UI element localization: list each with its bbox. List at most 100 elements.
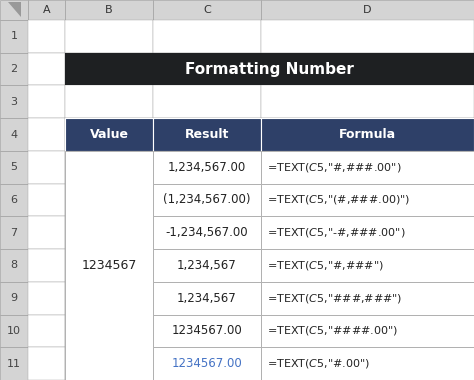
Bar xyxy=(28,53,65,86)
Bar xyxy=(0,86,28,118)
Bar xyxy=(261,0,474,20)
Bar xyxy=(153,216,261,249)
Bar xyxy=(28,151,65,184)
Bar xyxy=(261,118,474,151)
Text: =TEXT($C$5,"#.00"): =TEXT($C$5,"#.00") xyxy=(267,357,370,370)
Bar xyxy=(153,216,261,249)
Text: 8: 8 xyxy=(10,260,18,271)
Bar xyxy=(65,86,153,118)
Bar xyxy=(153,0,261,20)
Bar xyxy=(65,20,153,53)
Bar xyxy=(153,347,261,380)
Bar xyxy=(28,86,65,118)
Text: 1: 1 xyxy=(10,32,18,41)
Bar xyxy=(65,151,153,184)
Bar xyxy=(65,0,153,20)
Bar xyxy=(65,118,153,151)
Text: 9: 9 xyxy=(10,293,18,303)
Bar xyxy=(153,315,261,347)
Bar xyxy=(153,118,261,151)
Bar xyxy=(65,118,153,151)
Text: (1,234,567.00): (1,234,567.00) xyxy=(163,193,251,206)
Bar xyxy=(65,282,153,315)
Text: =TEXT($C$5,"###,###"): =TEXT($C$5,"###,###") xyxy=(267,292,402,305)
Text: Formula: Formula xyxy=(339,128,396,141)
Bar xyxy=(0,249,28,282)
Text: -1,234,567.00: -1,234,567.00 xyxy=(166,226,248,239)
Bar xyxy=(153,347,261,380)
Bar xyxy=(153,86,261,118)
Bar xyxy=(153,249,261,282)
Text: 1,234,567: 1,234,567 xyxy=(177,292,237,305)
Bar xyxy=(28,118,65,151)
Bar xyxy=(65,53,474,86)
Bar xyxy=(65,53,153,86)
Bar xyxy=(28,0,65,20)
Text: Formatting Number: Formatting Number xyxy=(185,62,354,77)
Text: 1234567: 1234567 xyxy=(82,259,137,272)
Bar xyxy=(65,315,153,347)
Bar xyxy=(28,184,65,216)
Bar xyxy=(0,282,28,315)
Bar xyxy=(28,20,65,53)
Bar xyxy=(28,249,65,282)
Bar xyxy=(153,53,261,86)
Text: 5: 5 xyxy=(10,162,18,172)
Bar xyxy=(153,118,261,151)
Text: 1,234,567.00: 1,234,567.00 xyxy=(168,161,246,174)
Bar xyxy=(153,315,261,347)
Text: =TEXT($C$5,"-#,###.00"): =TEXT($C$5,"-#,###.00") xyxy=(267,226,405,239)
Bar xyxy=(261,249,474,282)
Bar xyxy=(261,53,474,86)
Text: =TEXT($C$5,"#,###.00"): =TEXT($C$5,"#,###.00") xyxy=(267,161,401,174)
Bar xyxy=(65,216,153,249)
Text: =TEXT($C$5,"####.00"): =TEXT($C$5,"####.00") xyxy=(267,325,398,337)
Bar xyxy=(261,282,474,315)
Bar xyxy=(65,151,153,380)
Bar xyxy=(65,249,153,282)
Bar xyxy=(261,315,474,347)
Text: 1,234,567: 1,234,567 xyxy=(177,259,237,272)
Bar xyxy=(0,118,28,151)
Bar xyxy=(153,151,261,184)
Bar xyxy=(65,347,153,380)
Bar xyxy=(261,216,474,249)
Bar xyxy=(261,216,474,249)
Bar xyxy=(0,53,28,86)
Bar xyxy=(28,216,65,249)
Text: 3: 3 xyxy=(10,97,18,107)
Bar xyxy=(261,86,474,118)
Text: 2: 2 xyxy=(10,64,18,74)
Bar xyxy=(261,347,474,380)
Text: D: D xyxy=(363,5,372,15)
Bar xyxy=(153,249,261,282)
Bar xyxy=(261,249,474,282)
Text: 4: 4 xyxy=(10,130,18,139)
Bar xyxy=(0,184,28,216)
Bar xyxy=(0,315,28,347)
Text: Result: Result xyxy=(185,128,229,141)
Bar xyxy=(261,20,474,53)
Text: 11: 11 xyxy=(7,359,21,369)
Text: B: B xyxy=(105,5,113,15)
Text: 6: 6 xyxy=(10,195,18,205)
Text: =TEXT($C$5,"(#,###.00)"): =TEXT($C$5,"(#,###.00)") xyxy=(267,193,410,206)
Bar xyxy=(0,216,28,249)
Text: 1234567.00: 1234567.00 xyxy=(172,357,242,370)
Bar xyxy=(261,184,474,216)
Bar xyxy=(261,184,474,216)
Bar xyxy=(261,315,474,347)
Bar xyxy=(261,151,474,184)
Bar xyxy=(153,151,261,184)
Bar xyxy=(0,20,28,53)
Bar xyxy=(261,347,474,380)
Bar xyxy=(65,184,153,216)
Polygon shape xyxy=(8,2,21,17)
Bar xyxy=(153,282,261,315)
Text: 7: 7 xyxy=(10,228,18,238)
Bar xyxy=(28,315,65,347)
Bar xyxy=(261,151,474,184)
Text: A: A xyxy=(43,5,50,15)
Text: C: C xyxy=(203,5,211,15)
Bar xyxy=(153,282,261,315)
